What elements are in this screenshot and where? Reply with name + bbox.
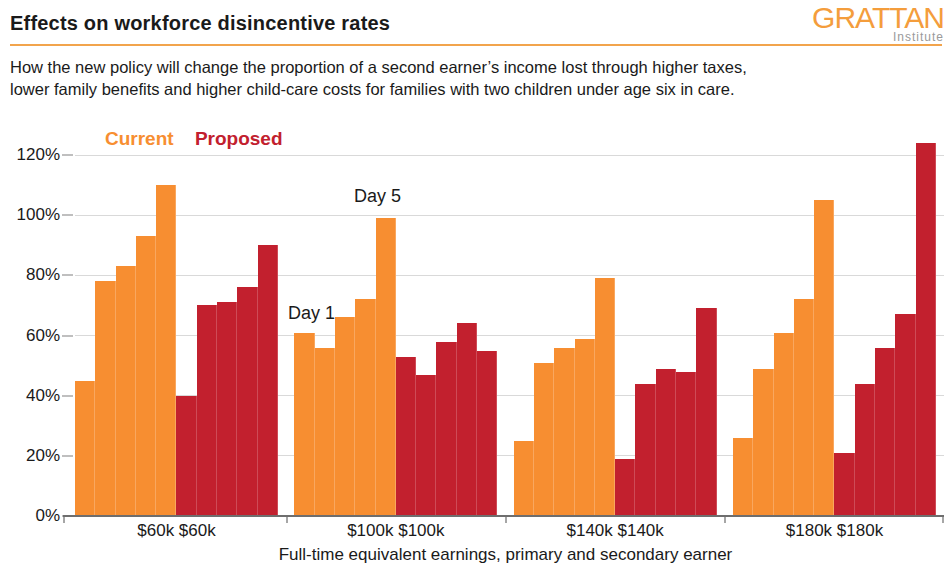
y-tick-mark-120 (62, 154, 73, 156)
bar-proposed-$140k-day4 (676, 372, 696, 516)
y-tick-mark-40 (62, 395, 73, 397)
y-tick-label-100: 100% (0, 205, 60, 225)
bar-proposed-$140k-day2 (635, 384, 655, 516)
bar-current-$180k-day2 (753, 369, 773, 516)
y-axis: 0% 20% 40% 60% 80% 100% 120% (0, 143, 60, 533)
bar-current-$180k-day1 (733, 438, 753, 516)
bar-proposed-$140k-day1 (615, 459, 635, 516)
bar-proposed-$60k-day5 (258, 245, 278, 516)
bar-proposed-$180k-day5 (916, 143, 936, 516)
bar-proposed-$140k-day5 (696, 308, 716, 516)
bar-group-$60k (75, 143, 278, 516)
y-tick-label-120: 120% (0, 145, 60, 165)
x-tick-mark-0 (63, 517, 65, 523)
y-tick-label-60: 60% (0, 326, 60, 346)
y-tick-mark-60 (62, 335, 73, 337)
bar-current-$140k-day1 (514, 441, 534, 516)
x-category-label-$100k: $100k $100k (294, 521, 497, 541)
y-tick-mark-80 (62, 274, 73, 276)
bar-groups (75, 143, 936, 516)
bar-current-$60k-day2 (95, 281, 115, 516)
y-tick-label-80: 80% (0, 265, 60, 285)
bar-current-$180k-day3 (774, 333, 794, 517)
x-axis-labels: $60k $60k $100k $100k $140k $140k $180k $18… (75, 521, 936, 541)
logo-wordmark: GRATTAN (812, 4, 944, 32)
bar-current-$180k-day5 (814, 200, 834, 516)
bar-current-$100k-day5 (376, 218, 396, 516)
x-axis-title: Full-time equivalent earnings, primary a… (75, 545, 936, 565)
annotation-day5: Day 5 (354, 186, 401, 207)
bar-proposed-$100k-day4 (457, 323, 477, 516)
bar-proposed-$100k-day3 (436, 342, 456, 516)
bar-current-$100k-day1 (294, 333, 314, 517)
bar-current-$180k-day4 (794, 299, 814, 516)
bar-current-$140k-day4 (575, 339, 595, 516)
bar-current-$140k-day3 (554, 348, 574, 516)
x-category-label-$60k: $60k $60k (75, 521, 278, 541)
bar-proposed-$60k-day2 (197, 305, 217, 516)
subtitle-line-2: lower family benefits and higher child-c… (10, 78, 747, 100)
page-title: Effects on workforce disincentive rates (10, 12, 390, 35)
bar-group-$140k (514, 143, 717, 516)
annotation-day1: Day 1 (288, 303, 335, 324)
bar-proposed-$180k-day4 (895, 314, 915, 516)
bar-proposed-$60k-day3 (217, 302, 237, 516)
grattan-institute-logo: GRATTAN Institute (812, 4, 944, 44)
y-tick-mark-100 (62, 214, 73, 216)
y-tick-mark-20 (62, 455, 73, 457)
bar-current-$140k-day5 (595, 278, 615, 516)
bar-proposed-$180k-day3 (875, 348, 895, 516)
x-category-label-$140k: $140k $140k (514, 521, 717, 541)
bar-current-$100k-day3 (335, 317, 355, 516)
y-tick-label-0: 0% (0, 506, 60, 526)
x-category-label-$180k: $180k $180k (733, 521, 936, 541)
bar-proposed-$140k-day3 (656, 369, 676, 516)
bar-proposed-$60k-day1 (176, 396, 196, 516)
title-underline-rule (10, 44, 942, 46)
bar-group-$180k (733, 143, 936, 516)
bar-proposed-$60k-day4 (237, 287, 257, 516)
x-tick-mark-4 (942, 517, 944, 523)
bar-proposed-$100k-day5 (477, 351, 497, 516)
bar-current-$140k-day2 (534, 363, 554, 516)
bar-current-$60k-day5 (156, 185, 176, 516)
bar-proposed-$180k-day1 (834, 453, 854, 516)
bar-current-$100k-day4 (355, 299, 375, 516)
bar-proposed-$100k-day1 (396, 357, 416, 516)
bar-current-$60k-day1 (75, 381, 95, 516)
subtitle-line-1: How the new policy will change the propo… (10, 56, 747, 78)
bar-current-$100k-day2 (315, 348, 335, 516)
plot-area (75, 143, 944, 516)
x-axis-baseline (63, 515, 944, 517)
y-tick-label-20: 20% (0, 446, 60, 466)
bar-current-$60k-day3 (116, 266, 136, 516)
y-tick-label-40: 40% (0, 386, 60, 406)
bar-proposed-$180k-day2 (855, 384, 875, 516)
chart-subtitle: How the new policy will change the propo… (10, 56, 747, 100)
bar-current-$60k-day4 (136, 236, 156, 516)
bar-proposed-$100k-day2 (416, 375, 436, 516)
